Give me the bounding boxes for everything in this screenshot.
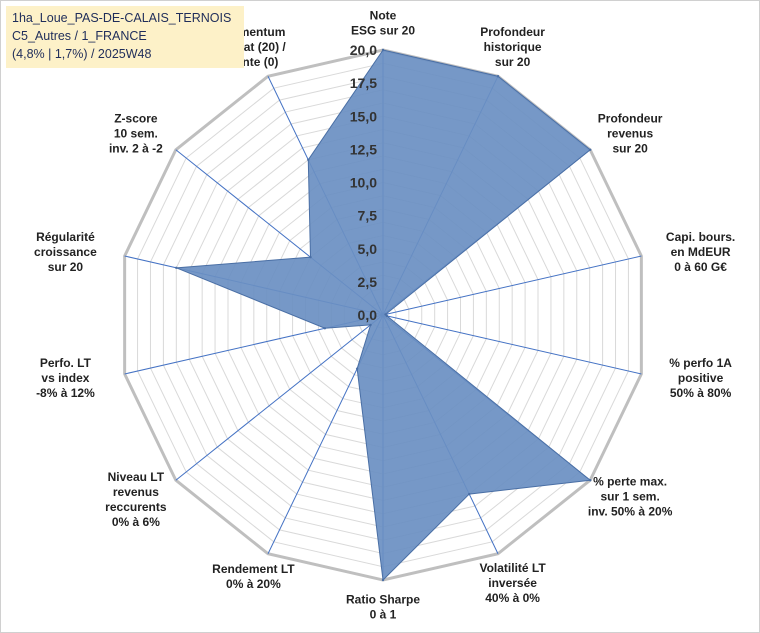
axis-label-line: Note [370, 9, 397, 23]
radial-tick-label: 15,0 [350, 108, 377, 124]
radar-data-point [385, 314, 389, 318]
axis-label-line: Profondeur [598, 112, 663, 126]
axis-label: Régularité croissance sur 20 [34, 230, 97, 274]
axis-label: Profondeur historique sur 20 [480, 25, 545, 69]
axis-label-line: historique [484, 40, 542, 54]
radial-tick-label: 12,5 [350, 141, 377, 157]
axis-label: % perfo 1A positive 50% à 80% [669, 356, 732, 400]
axis-label-line: Niveau LT [108, 470, 165, 484]
radial-tick-label: 17,5 [350, 75, 377, 91]
radar-data-point [175, 266, 178, 270]
axis-label-line: sur 20 [612, 142, 648, 156]
axis-label: Rendement LT 0% à 20% [212, 562, 295, 591]
axis-label-line: Profondeur [480, 25, 545, 39]
axis-label-line: 0% à 20% [226, 577, 281, 591]
radar-data-point [496, 75, 500, 78]
axis-label-line: Ratio Sharpe [346, 593, 420, 607]
axis-label-line: croissance [34, 245, 97, 259]
chart-title-line: C5_Autres / 1_FRANCE [12, 29, 147, 43]
radial-tick-labels: 0,0 2,5 5,0 7,5 10,0 12,5 15,0 17,5 20,0 [350, 42, 377, 323]
radar-data-point [355, 367, 359, 370]
radar-data-point [323, 327, 327, 330]
radar-data-point [309, 255, 312, 259]
radar-spoke [175, 314, 384, 481]
axis-label-line: inversée [488, 576, 537, 590]
axis-label-line: vs index [41, 371, 89, 385]
axis-label: Perfo. LT vs index -8% à 12% [36, 356, 95, 400]
axis-label-line: 0 à 60 G€ [674, 260, 727, 274]
axis-label: % perte max. sur 1 sem. inv. 50% à 20% [588, 474, 673, 518]
axis-label-line: sur 20 [48, 260, 84, 274]
axis-label: Ratio Sharpe 0 à 1 [346, 593, 420, 622]
radar-data-point [588, 148, 592, 151]
radial-tick-label: 10,0 [350, 175, 377, 191]
radar-data-point [381, 48, 385, 52]
axis-label-line: 0% à 6% [112, 515, 160, 529]
axis-label-line: 10 sem. [114, 127, 158, 141]
axis-label-line: % perfo 1A [669, 356, 732, 370]
radial-tick-label: 7,5 [358, 208, 378, 224]
axis-labels: Note ESG sur 20 Profondeur historique sur 20… [34, 9, 735, 622]
radial-tick-label: 20,0 [350, 42, 377, 58]
axis-label-line: revenus [113, 485, 159, 499]
axis-label-line: Z-score [114, 112, 158, 126]
axis-label-line: positive [678, 371, 724, 385]
axis-label: Volatilité LT inversée 40% à 0% [479, 561, 546, 605]
radial-tick-label: 0,0 [358, 307, 378, 323]
radar-data-point [588, 479, 592, 482]
radar-data-point [381, 578, 385, 582]
axis-label-line: Capi. bours. [666, 230, 735, 244]
chart-title-line: (4,8% | 1,7%) / 2025W48 [12, 47, 152, 61]
axis-label-line: ESG sur 20 [351, 24, 415, 38]
radial-tick-label: 5,0 [358, 241, 378, 257]
axis-label-line: inv. 2 à -2 [109, 142, 163, 156]
axis-label-line: Rendement LT [212, 562, 295, 576]
axis-label-line: reccurents [105, 500, 167, 514]
radar-data-point [468, 492, 471, 496]
axis-label-line: 40% à 0% [485, 591, 540, 605]
radar-series-area [176, 49, 592, 582]
axis-label-line: Volatilité LT [479, 561, 546, 575]
axis-label-line: sur 20 [495, 55, 531, 69]
axis-label-line: sur 1 sem. [600, 489, 659, 503]
axis-label: Niveau LT revenus reccurents 0% à 6% [105, 470, 167, 529]
radar-data-point [369, 323, 372, 327]
radar-spoke [382, 255, 642, 316]
axis-label-line: -8% à 12% [36, 386, 95, 400]
axis-label-line: 50% à 80% [670, 386, 732, 400]
axis-label: Z-score 10 sem. inv. 2 à -2 [109, 112, 163, 156]
axis-label-line: en MdEUR [671, 245, 731, 259]
axis-label-line: revenus [607, 127, 653, 141]
axis-label: Capi. bours. en MdEUR 0 à 60 G€ [666, 230, 735, 274]
axis-label-line: Régularité [36, 230, 95, 244]
chart-title-box: 1ha_Loue_PAS-DE-CALAIS_TERNOIS C5_Autres… [6, 6, 244, 68]
axis-label-line: % perte max. [593, 474, 667, 488]
axis-label-line: Perfo. LT [40, 356, 92, 370]
axis-label: Profondeur revenus sur 20 [598, 112, 663, 156]
radar-spoke [382, 314, 642, 375]
axis-label-line: 0 à 1 [370, 608, 397, 622]
radial-tick-label: 2,5 [358, 274, 378, 290]
chart-title-line: 1ha_Loue_PAS-DE-CALAIS_TERNOIS [12, 11, 232, 25]
radar-data-point [307, 158, 310, 162]
radar-series [175, 48, 592, 582]
axis-label-line: inv. 50% à 20% [588, 504, 673, 518]
axis-label: Note ESG sur 20 [351, 9, 415, 38]
